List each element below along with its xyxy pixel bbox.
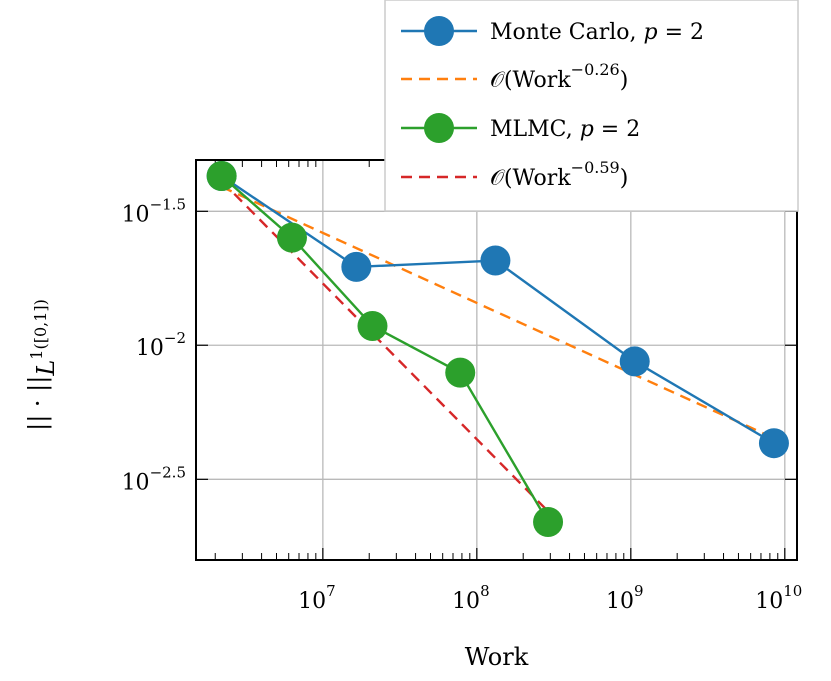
y-axis-title-exp: 1 bbox=[27, 350, 46, 360]
legend: Monte Carlo, p = 2 𝒪(Work−0.26) MLMC, p = … bbox=[384, 0, 799, 212]
series-2-point-3 bbox=[445, 357, 476, 388]
series-0-point-2 bbox=[480, 245, 511, 276]
series-line-3 bbox=[220, 180, 549, 513]
x-tick-label-3: 1010 bbox=[755, 582, 802, 614]
series-0-point-3 bbox=[619, 346, 650, 377]
x-tick-label-1: 108 bbox=[452, 582, 490, 614]
series-line-1 bbox=[221, 185, 775, 440]
svg-text:|| · ||L1([0,1]): || · ||L1([0,1]) bbox=[24, 299, 60, 431]
legend-item-0: Monte Carlo, p = 2 bbox=[401, 16, 704, 46]
y-axis-title: || · ||L1([0,1]) bbox=[24, 299, 60, 431]
legend-label-1: 𝒪(Work−0.26) bbox=[490, 60, 628, 93]
y-tick-label-0: 10−1.5 bbox=[122, 195, 186, 227]
legend-marker-2 bbox=[424, 113, 454, 143]
legend-label-3: 𝒪(Work−0.59) bbox=[490, 158, 628, 191]
x-axis-title: Work bbox=[465, 643, 529, 671]
series-line-0 bbox=[220, 174, 775, 445]
legend-label-2: MLMC, p = 2 bbox=[490, 117, 640, 142]
series-line-2 bbox=[220, 175, 550, 523]
x-tick-label-2: 109 bbox=[606, 582, 644, 614]
series-layer bbox=[206, 160, 789, 537]
y-tick-label-2: 10−2.5 bbox=[122, 463, 186, 495]
y-axis-title-norm: || · || bbox=[24, 376, 53, 431]
series-2 bbox=[206, 160, 564, 537]
series-2-point-4 bbox=[533, 506, 564, 537]
series-0-point-4 bbox=[758, 428, 789, 459]
legend-item-2: MLMC, p = 2 bbox=[401, 113, 640, 143]
series-3 bbox=[220, 180, 549, 513]
y-axis-title-space: L bbox=[32, 360, 60, 377]
x-tick-label-0: 107 bbox=[298, 582, 336, 614]
series-2-point-1 bbox=[276, 222, 307, 253]
y-axis-title-domain: ([0,1]) bbox=[31, 299, 50, 349]
series-0-point-1 bbox=[341, 251, 372, 282]
series-2-point-2 bbox=[357, 310, 388, 341]
y-tick-label-1: 10−2 bbox=[136, 329, 186, 361]
legend-marker-0 bbox=[424, 16, 454, 46]
tick-labels: 107 108 109 1010 10−1.5 10−2 10−2.5 bbox=[122, 195, 803, 614]
series-1 bbox=[221, 185, 775, 440]
series-2-point-0 bbox=[206, 160, 237, 191]
legend-item-3: 𝒪(Work−0.59) bbox=[401, 158, 628, 191]
legend-label-0: Monte Carlo, p = 2 bbox=[490, 20, 704, 45]
legend-box bbox=[384, 0, 799, 212]
legend-item-1: 𝒪(Work−0.26) bbox=[401, 60, 628, 93]
